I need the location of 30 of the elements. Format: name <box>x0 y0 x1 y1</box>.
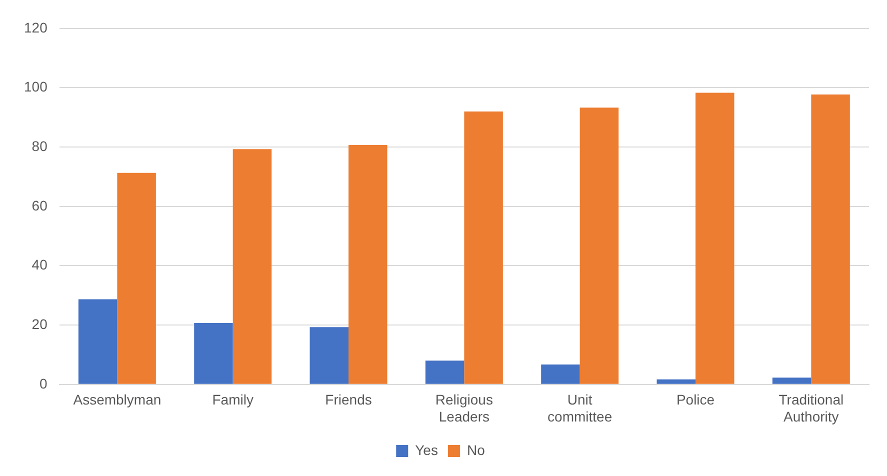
x-tick-label: Assemblyman <box>73 392 162 408</box>
bar <box>117 172 156 384</box>
legend-label: No <box>466 442 486 458</box>
bar <box>811 94 850 384</box>
y-tick-label: 120 <box>24 19 48 36</box>
bar <box>696 92 734 384</box>
x-tick-label: Friends <box>325 392 372 408</box>
bar <box>194 322 233 384</box>
x-tick-label: Traditional Authority <box>778 392 844 424</box>
y-tick-label: 0 <box>40 375 48 392</box>
x-tick-label: Unit committee <box>548 392 612 424</box>
y-tick-label: 40 <box>32 256 48 273</box>
bar <box>425 360 464 384</box>
y-tick-label: 100 <box>24 78 48 95</box>
bar <box>580 108 619 384</box>
x-tick-label: Family <box>212 392 254 408</box>
bar <box>464 111 503 384</box>
bar <box>232 149 272 384</box>
y-tick-label: 60 <box>32 197 48 214</box>
y-tick-label: 20 <box>32 316 48 332</box>
legend-label: Yes <box>415 442 438 458</box>
bar <box>772 378 812 384</box>
bar <box>541 364 580 384</box>
y-tick-label: 80 <box>32 138 48 154</box>
bar <box>310 327 349 384</box>
bar <box>78 299 118 384</box>
x-tick-label: Religious Leaders <box>435 392 493 424</box>
bar <box>348 144 388 384</box>
x-tick-label: Police <box>676 392 715 408</box>
bar <box>656 379 696 384</box>
